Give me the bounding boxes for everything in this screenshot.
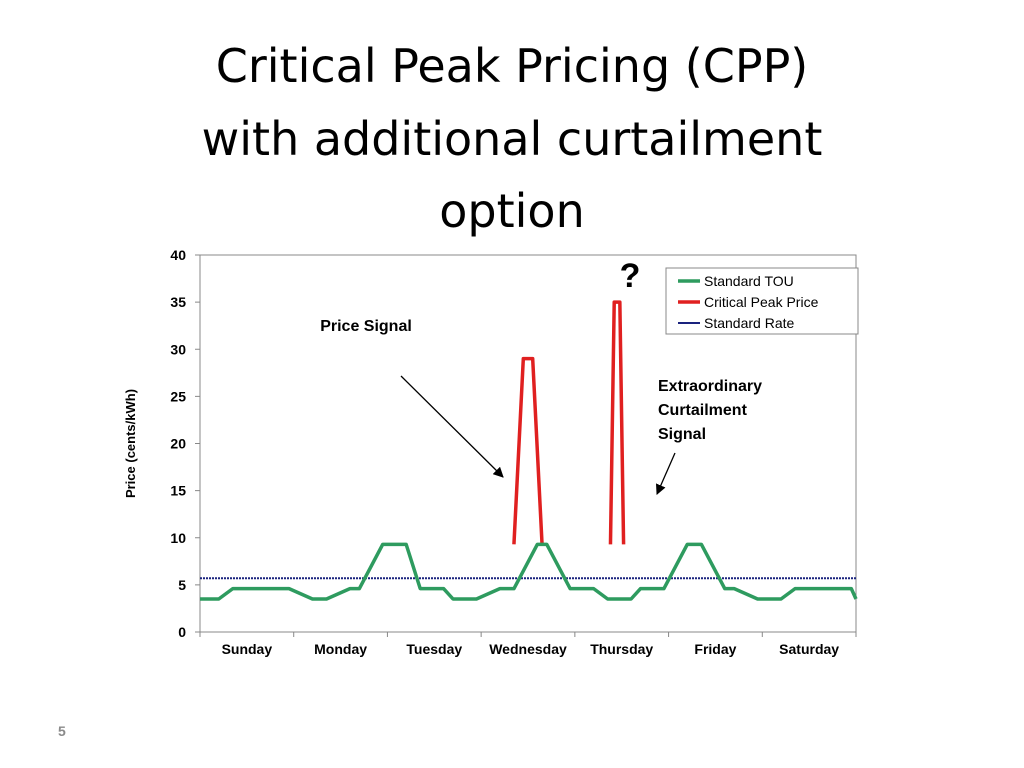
y-tick-label: 20 bbox=[170, 436, 186, 452]
y-tick-label: 0 bbox=[178, 624, 186, 640]
legend-label: Critical Peak Price bbox=[704, 294, 819, 310]
series-line-standard-tou bbox=[200, 542, 858, 601]
series-line-critical-peak-2 bbox=[608, 300, 626, 545]
y-tick-label: 15 bbox=[170, 483, 186, 499]
title-line-3: option bbox=[439, 184, 585, 239]
x-tick-label: Tuesday bbox=[406, 641, 462, 657]
x-tick-label: Friday bbox=[694, 641, 736, 657]
y-tick-label: 40 bbox=[170, 247, 186, 263]
x-tick-label: Sunday bbox=[222, 641, 273, 657]
legend-label: Standard TOU bbox=[704, 273, 794, 289]
annotation-curtailment-line: Extraordinary bbox=[658, 378, 762, 395]
annotation-arrow-price-signal bbox=[400, 375, 504, 478]
title-line-2: with additional curtailment bbox=[201, 111, 823, 166]
annotation-question-mark: ? bbox=[620, 257, 641, 295]
x-tick-label: Wednesday bbox=[489, 641, 567, 657]
title-line-1: Critical Peak Pricing (CPP) bbox=[215, 39, 809, 93]
x-tick-label: Monday bbox=[314, 641, 367, 657]
legend-label: Standard Rate bbox=[704, 315, 794, 331]
y-tick-label: 5 bbox=[178, 577, 186, 593]
y-axis-label: Price (cents/kWh) bbox=[123, 389, 138, 498]
x-tick-label: Saturday bbox=[779, 641, 839, 657]
slide-title: Critical Peak Pricing (CPP) with additio… bbox=[112, 30, 912, 248]
y-tick-label: 25 bbox=[170, 388, 186, 404]
series-line-critical-peak-1 bbox=[512, 356, 544, 545]
annotation-price-signal: Price Signal bbox=[320, 318, 412, 335]
y-tick-label: 35 bbox=[170, 294, 186, 310]
x-tick-label: Thursday bbox=[590, 641, 653, 657]
slide-number: 5 bbox=[58, 723, 66, 739]
annotation-curtailment-line: Curtailment bbox=[658, 402, 748, 419]
y-tick-label: 30 bbox=[170, 341, 186, 357]
annotation-arrow-curtailment bbox=[656, 452, 676, 495]
y-tick-label: 10 bbox=[170, 530, 186, 546]
annotation-curtailment-line: Signal bbox=[658, 426, 706, 443]
